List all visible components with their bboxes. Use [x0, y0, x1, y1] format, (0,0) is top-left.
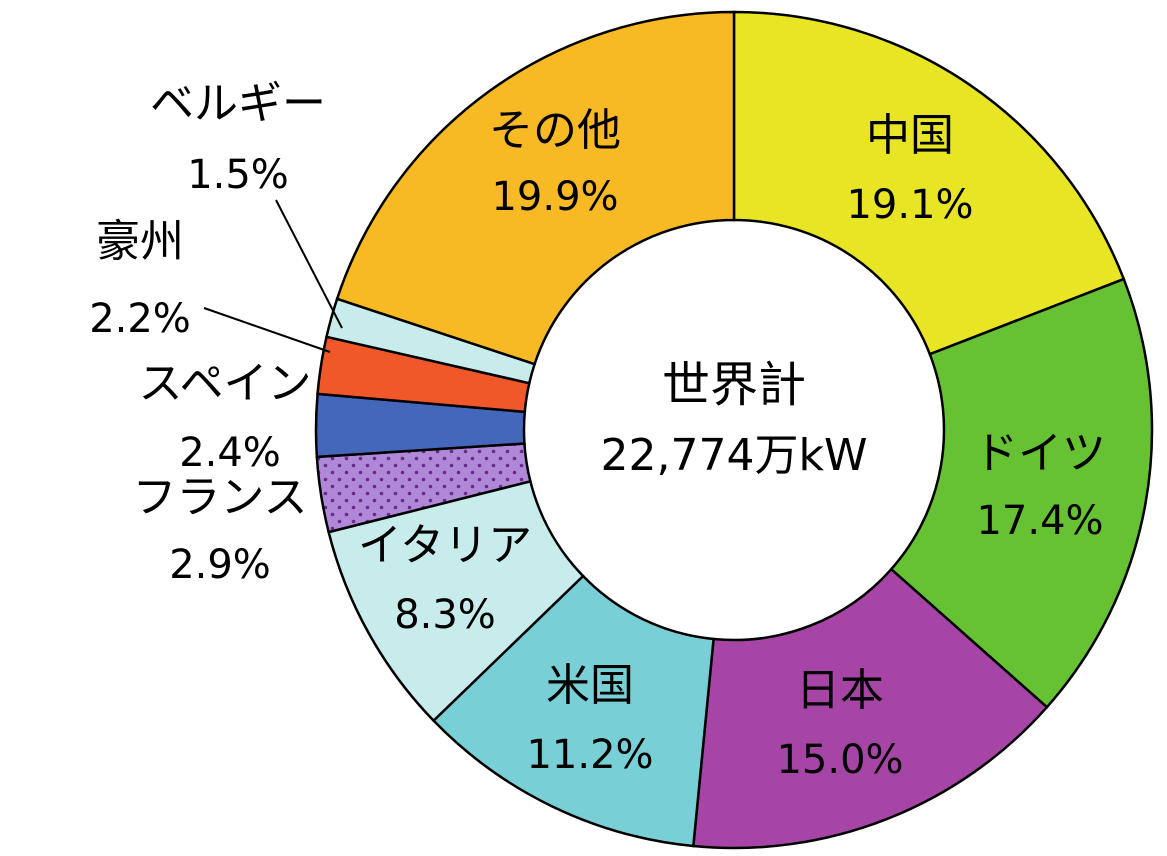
center-title: 世界計 — [662, 357, 806, 413]
slice-1-name-label: ドイツ — [974, 428, 1106, 479]
labels-group: 中国 19.1% ドイツ 17.4% 日本 15.0% 米国 11.2% イタリア 8.3% フラン… — [89, 78, 1106, 783]
slice-8-value-label: 1.5% — [187, 152, 289, 198]
slice-3-name-label: 米国 — [546, 660, 634, 711]
slice-3-wedge — [431, 574, 715, 848]
leader-line-australia — [203, 307, 331, 353]
slice-2-name-label: 日本 — [796, 665, 884, 716]
slice-2-value-label: 15.0% — [776, 737, 903, 783]
slice-0-wedge — [732, 10, 1126, 356]
slice-5-value-label: 2.9% — [169, 542, 271, 588]
slice-7-value-label: 2.2% — [89, 296, 191, 342]
slice-1-wedge — [889, 277, 1154, 709]
slice-4-name-label: イタリア — [358, 520, 532, 571]
slice-9-value-label: 19.9% — [491, 174, 618, 220]
center-total: 22,774万kW — [601, 430, 868, 481]
slice-6-name-label: スペイン — [139, 358, 312, 409]
slice-8-name-label: ベルギー — [150, 78, 326, 129]
slice-3-value-label: 11.2% — [526, 732, 653, 778]
slice-1-value-label: 17.4% — [976, 498, 1103, 544]
slice-9-wedge — [335, 10, 736, 366]
leader-lines — [203, 199, 343, 353]
slice-0-value-label: 19.1% — [846, 182, 973, 228]
leader-line-belgium — [275, 199, 343, 329]
slice-6-value-label: 2.4% — [179, 430, 281, 476]
slice-4-value-label: 8.3% — [394, 592, 496, 638]
slices-group — [314, 10, 1154, 850]
slice-5-name-label: フランス — [132, 472, 307, 523]
slice-9-name-label: その他 — [489, 105, 621, 156]
slice-0-name-label: 中国 — [866, 110, 954, 161]
slice-2-wedge — [691, 567, 1049, 850]
slice-7-name-label: 豪州 — [96, 216, 184, 267]
